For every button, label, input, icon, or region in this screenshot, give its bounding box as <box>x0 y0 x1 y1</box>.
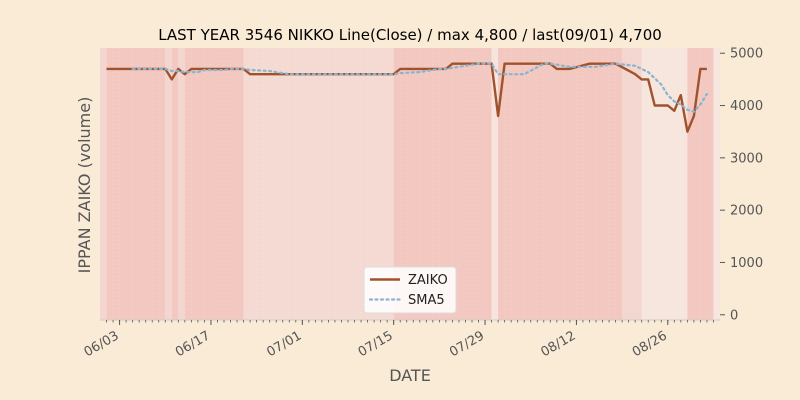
y-tick-label: 4000 <box>730 99 763 114</box>
shaded-span <box>178 48 185 320</box>
shaded-spans <box>99 48 721 320</box>
y-tick-label: 2000 <box>730 204 763 219</box>
shaded-span <box>100 48 107 320</box>
shaded-span <box>491 48 499 320</box>
shaded-span <box>165 48 172 320</box>
y-tick-label: 3000 <box>730 151 763 166</box>
shaded-span <box>106 48 166 320</box>
chart-title: LAST YEAR 3546 NIKKO Line(Close) / max 4… <box>158 26 662 44</box>
shaded-span <box>171 48 179 320</box>
y-axis-ticks: 0 1000 2000 3000 4000 5000 <box>720 47 763 323</box>
legend-label-sma5: SMA5 <box>408 293 445 308</box>
y-tick-label: 5000 <box>730 47 763 62</box>
series-line-sma5 <box>131 62 708 113</box>
shaded-span <box>641 48 688 320</box>
shaded-span <box>713 48 720 320</box>
shaded-span <box>687 48 714 320</box>
y-tick-label: 0 <box>730 308 738 323</box>
y-axis-title: IPPAN ZAIKO (volume) <box>75 97 94 274</box>
plot-area <box>99 48 721 320</box>
shaded-span <box>184 48 244 320</box>
legend: ZAIKO SMA5 <box>363 266 457 314</box>
shaded-span <box>622 48 642 320</box>
y-tick-label: 1000 <box>730 256 763 271</box>
x-axis-title: DATE <box>389 366 431 385</box>
legend-label-zaiko: ZAIKO <box>408 273 448 288</box>
shaded-span <box>498 48 623 320</box>
series-lines <box>106 62 708 133</box>
